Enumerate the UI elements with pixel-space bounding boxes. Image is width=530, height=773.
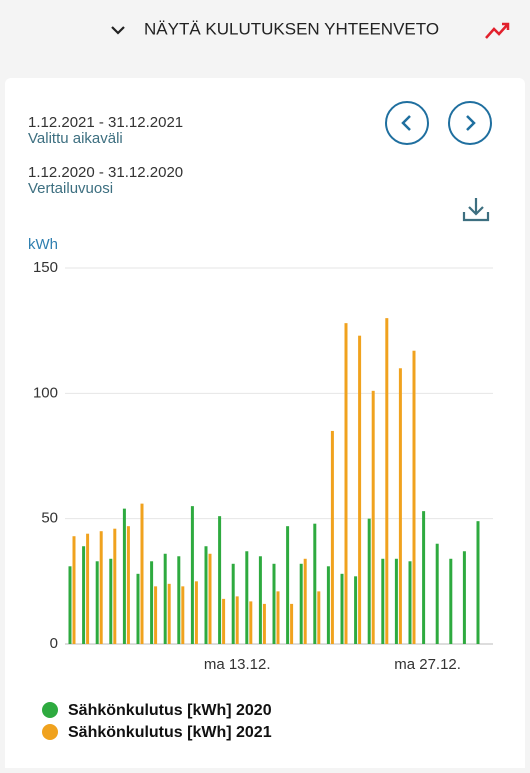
- bar: [449, 558, 453, 644]
- plot: 0 50 100 150 ma 13.12. ma 27.12. Sähkönkulutus…: [33, 259, 493, 741]
- bar: [326, 566, 330, 644]
- bar: [109, 558, 113, 644]
- bar: [167, 583, 171, 644]
- bar: [140, 503, 144, 644]
- bar: [262, 603, 266, 644]
- bar: [177, 556, 181, 644]
- next-arrow: [466, 115, 476, 131]
- x-tick-label: ma 13.12.: [204, 656, 271, 673]
- bar: [358, 335, 362, 644]
- bar: [258, 556, 262, 644]
- bar: [398, 368, 402, 644]
- download-icon: [462, 198, 490, 222]
- bar: [204, 546, 208, 644]
- summary-toggle[interactable]: NÄYTÄ KULUTUKSEN YHTEENVETO: [111, 19, 510, 39]
- download-button[interactable]: [462, 198, 490, 222]
- bar: [86, 533, 90, 644]
- bar: [95, 561, 99, 644]
- bar: [344, 323, 348, 644]
- bar: [72, 536, 76, 644]
- next-button[interactable]: [448, 101, 492, 145]
- legend-marker: [42, 724, 58, 740]
- legend-label: Sähkönkulutus [kWh] 2020: [68, 702, 272, 719]
- bar: [122, 508, 126, 644]
- trend-icon: [485, 22, 510, 39]
- bar: [286, 526, 290, 644]
- bar: [276, 591, 280, 644]
- bar: [317, 591, 321, 644]
- y-tick-label: 150: [33, 259, 58, 276]
- bar: [113, 528, 117, 644]
- y-axis-label: kWh: [28, 236, 58, 253]
- bar: [435, 543, 439, 644]
- bar: [150, 561, 154, 644]
- legend-label: Sähkönkulutus [kWh] 2021: [68, 724, 272, 741]
- compare-range: 1.12.2020 - 31.12.2020: [28, 164, 183, 181]
- bar: [249, 601, 253, 644]
- bar: [99, 531, 103, 644]
- compare-label: Vertailuvuosi: [28, 180, 113, 197]
- bar: [235, 596, 239, 644]
- bar: [163, 553, 167, 644]
- bar: [126, 526, 130, 644]
- bar: [136, 573, 140, 644]
- bar: [68, 566, 72, 644]
- bar: [385, 318, 389, 644]
- bar: [181, 586, 185, 644]
- bar: [340, 573, 344, 644]
- bar: [394, 558, 398, 644]
- next-circle[interactable]: [448, 101, 492, 145]
- bar: [371, 390, 375, 644]
- bar: [222, 598, 226, 644]
- bar: [245, 551, 249, 644]
- bar: [313, 523, 317, 644]
- toggle-label[interactable]: NÄYTÄ KULUTUKSEN YHTEENVETO: [144, 19, 439, 38]
- legend-marker: [42, 702, 58, 718]
- y-tick-label: 0: [50, 635, 58, 652]
- selected-label: Valittu aikaväli: [28, 130, 123, 147]
- bar: [354, 576, 358, 644]
- bar: [462, 551, 466, 644]
- bar: [367, 518, 371, 644]
- bar: [272, 563, 276, 644]
- x-tick-label: ma 27.12.: [394, 656, 461, 673]
- prev-circle[interactable]: [385, 101, 429, 145]
- selected-range: 1.12.2021 - 31.12.2021: [28, 114, 183, 131]
- prev-arrow: [401, 115, 411, 131]
- y-tick-label: 100: [33, 384, 58, 401]
- bar: [154, 586, 158, 644]
- bar: [412, 350, 416, 644]
- bar: [476, 521, 480, 644]
- prev-button[interactable]: [385, 101, 429, 145]
- bar: [82, 546, 86, 644]
- bar: [208, 553, 212, 644]
- bar: [299, 563, 303, 644]
- bar: [290, 603, 294, 644]
- bar: [381, 558, 385, 644]
- y-tick-label: 50: [41, 510, 58, 527]
- bar: [190, 506, 194, 644]
- bar: [330, 430, 334, 644]
- bar: [408, 561, 412, 644]
- bar: [303, 558, 307, 644]
- bar: [422, 511, 426, 644]
- chevron-icon: [111, 26, 125, 35]
- bar: [218, 516, 222, 644]
- bar: [231, 563, 235, 644]
- bar: [194, 581, 198, 644]
